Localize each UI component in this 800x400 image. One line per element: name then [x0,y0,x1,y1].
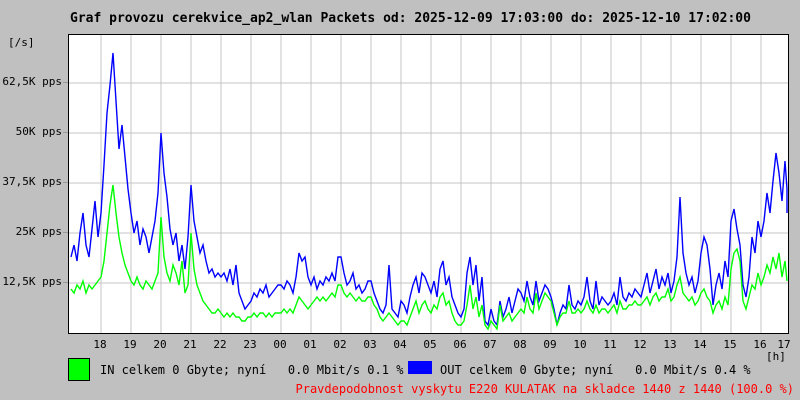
x-axis-label: 19 [123,338,137,351]
x-axis-unit-label: [h] [766,350,786,363]
x-axis-label: 07 [483,338,497,351]
legend-out-swatch [408,361,432,374]
x-axis-label: 22 [213,338,227,351]
graph-title: Graf provozu cerekvice_ap2_wlan Packets … [70,11,751,26]
legend-in-label: IN celkem 0 Gbyte; nyní 0.0 Mbit/s 0.1 % [100,363,404,377]
y-axis-label: 37,5K pps [2,175,62,188]
x-axis-label: 01 [303,338,317,351]
x-axis-label: 03 [363,338,377,351]
series-out-line [70,52,788,327]
x-axis-label: 09 [543,338,557,351]
x-axis-label: 12 [633,338,647,351]
x-axis-label: 08 [513,338,527,351]
x-axis-label: 18 [93,338,107,351]
x-axis-label: 00 [273,338,287,351]
x-axis-label: 20 [153,338,167,351]
y-tick-mark [63,82,68,83]
x-axis-label: 15 [723,338,737,351]
x-axis-label: 16 [753,338,767,351]
x-axis-label: 04 [393,338,407,351]
traffic-chart [69,35,788,333]
y-axis-label: 62,5K pps [2,75,62,88]
x-axis-label: 10 [573,338,587,351]
status-probability-text: Pravdepodobnost vyskytu E220 KULATAK na … [295,382,795,396]
x-axis-label: 14 [693,338,707,351]
y-tick-mark [63,232,68,233]
y-tick-mark [63,182,68,183]
y-axis-label: 25K pps [15,225,62,238]
x-axis-label: 11 [603,338,617,351]
x-axis-label: 05 [423,338,437,351]
y-tick-mark [63,132,68,133]
y-axis-label: 12,5K pps [2,275,62,288]
y-axis-label: 50K pps [15,125,62,138]
plot-area [68,34,789,334]
legend-in-swatch [68,358,90,381]
x-axis-label: 17 [777,338,791,351]
y-tick-mark [63,282,68,283]
x-axis-label: 21 [183,338,197,351]
y-axis-unit-label: [/s] [8,36,35,49]
x-axis-label: 02 [333,338,347,351]
x-axis-label: 13 [663,338,677,351]
x-axis-label: 23 [243,338,257,351]
legend-out-label: OUT celkem 0 Gbyte; nyní 0.0 Mbit/s 0.4 … [440,363,751,377]
x-axis-label: 06 [453,338,467,351]
series-in-line [70,184,788,331]
